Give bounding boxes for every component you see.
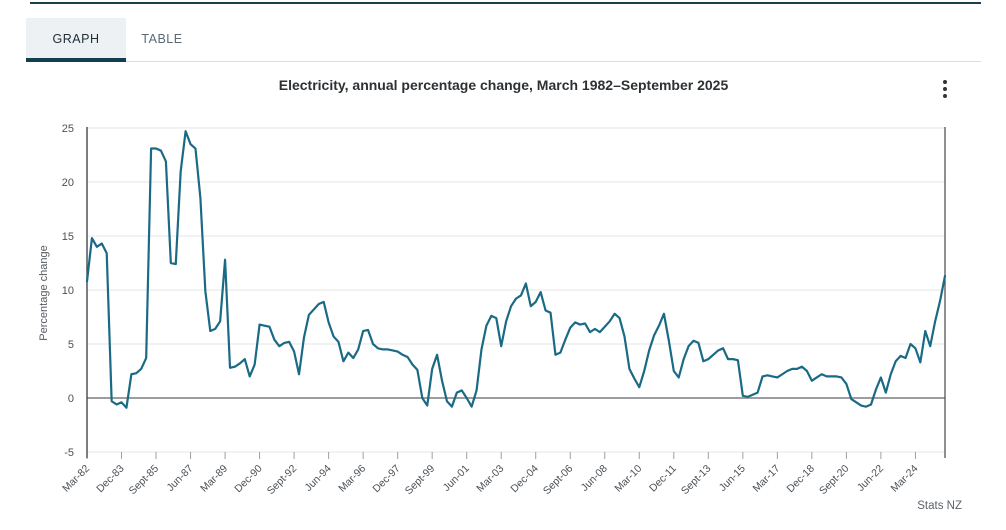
x-tick-label: Sept-06	[541, 463, 576, 498]
x-tick-label: Mar-17	[750, 463, 782, 495]
x-tick-label: Sept-85	[127, 463, 162, 498]
x-tick-label: Dec-04	[508, 463, 541, 496]
tab-table[interactable]: TABLE	[126, 18, 198, 60]
y-tick-label: 5	[68, 339, 74, 351]
x-tick-label: Jun-01	[441, 463, 472, 494]
y-tick-label: 10	[62, 285, 74, 297]
x-tick-label: Dec-97	[370, 463, 403, 496]
x-tick-label: Sept-92	[265, 463, 300, 498]
y-tick-label: 20	[62, 177, 74, 189]
tab-graph[interactable]: GRAPH	[26, 18, 126, 60]
kebab-dot	[943, 80, 947, 84]
x-tick-label: Dec-90	[232, 463, 265, 496]
x-tick-label: Sept-99	[403, 463, 438, 498]
active-tab-indicator	[26, 58, 126, 62]
x-tick-label: Jun-08	[579, 463, 610, 494]
x-tick-label: Sept-13	[679, 463, 714, 498]
x-tick-label: Dec-83	[94, 463, 127, 496]
x-tick-label: Mar-24	[889, 463, 921, 495]
top-divider	[30, 2, 981, 4]
y-axis-title: Percentage change	[38, 245, 50, 340]
x-tick-label: Mar-82	[60, 463, 92, 495]
tab-graph-label: GRAPH	[52, 32, 100, 46]
x-tick-label: Mar-10	[612, 463, 644, 495]
x-tick-label: Dec-18	[785, 463, 818, 496]
x-tick-label: Jun-94	[303, 463, 334, 494]
x-tick-label: Jun-87	[164, 463, 195, 494]
x-tick-label: Mar-89	[198, 463, 230, 495]
tab-table-label: TABLE	[141, 32, 183, 46]
kebab-dot	[943, 94, 947, 98]
x-tick-label: Sept-20	[817, 463, 852, 498]
kebab-menu-button[interactable]	[933, 72, 957, 106]
source-attribution: Stats NZ	[917, 500, 962, 512]
kebab-dot	[943, 87, 947, 91]
x-tick-label: Mar-96	[336, 463, 368, 495]
y-tick-label: 25	[62, 123, 74, 135]
y-tick-label: 15	[62, 231, 74, 243]
x-tick-label: Dec-11	[647, 463, 679, 495]
y-tick-label: -5	[64, 447, 74, 459]
y-tick-label: 0	[68, 393, 74, 405]
x-tick-label: Jun-15	[717, 463, 748, 494]
x-tick-label: Mar-03	[474, 463, 506, 495]
x-tick-label: Jun-22	[855, 463, 886, 494]
chart-title: Electricity, annual percentage change, M…	[278, 77, 729, 93]
data-line	[85, 130, 947, 409]
tabs-divider	[26, 61, 981, 62]
